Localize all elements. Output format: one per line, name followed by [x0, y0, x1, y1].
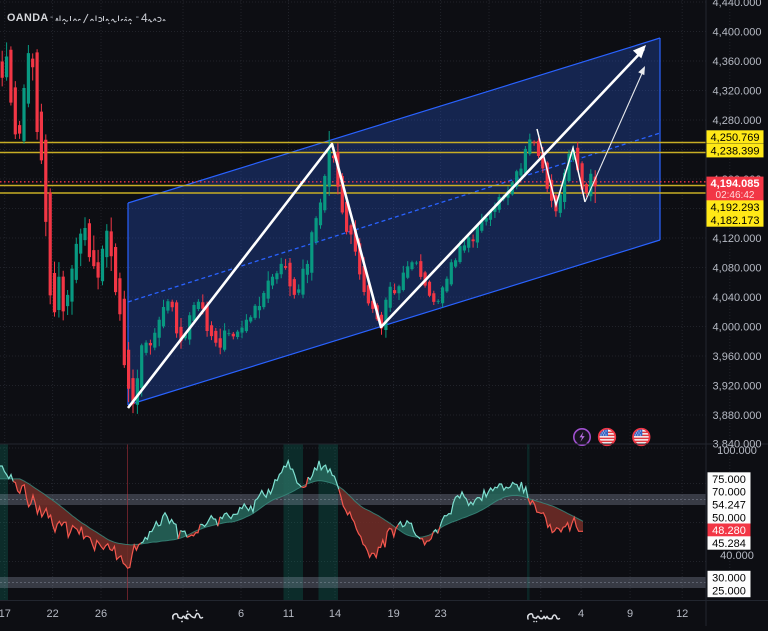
svg-text:-: -	[136, 11, 140, 23]
svg-text:4,280.000: 4,280.000	[713, 115, 762, 127]
svg-text:3,960.000: 3,960.000	[713, 351, 762, 363]
svg-text:70.000: 70.000	[712, 487, 746, 499]
svg-text:50.000: 50.000	[712, 512, 746, 524]
svg-text:4,400.000: 4,400.000	[713, 26, 762, 38]
svg-text:4,250.769: 4,250.769	[711, 132, 760, 144]
svg-text:6: 6	[238, 608, 244, 620]
svg-text:3,920.000: 3,920.000	[713, 380, 762, 392]
svg-text:23: 23	[434, 608, 446, 620]
svg-text:-: -	[50, 12, 53, 23]
svg-text:75.000: 75.000	[712, 474, 746, 486]
svg-text:4,360.000: 4,360.000	[713, 56, 762, 68]
svg-text:4,194.085: 4,194.085	[711, 178, 760, 190]
svg-text:4,440.000: 4,440.000	[713, 0, 762, 9]
svg-text:3,880.000: 3,880.000	[713, 410, 762, 422]
svg-text:9: 9	[627, 608, 633, 620]
svg-text:14: 14	[329, 608, 341, 620]
svg-text:4,040.000: 4,040.000	[713, 292, 762, 304]
svg-text:25.000: 25.000	[712, 585, 746, 597]
svg-text:11: 11	[283, 608, 294, 620]
svg-text:4,238.399: 4,238.399	[711, 146, 760, 158]
svg-text:4,182.173: 4,182.173	[711, 215, 760, 227]
svg-text:4,080.000: 4,080.000	[713, 262, 762, 274]
svg-text:OANDA: OANDA	[7, 12, 49, 24]
svg-text:30.000: 30.000	[712, 572, 746, 584]
svg-text:4,320.000: 4,320.000	[713, 85, 762, 97]
svg-text:40.000: 40.000	[720, 550, 754, 562]
svg-text:02:46:42: 02:46:42	[716, 190, 755, 201]
svg-text:4: 4	[578, 608, 584, 620]
svg-text:48.280: 48.280	[712, 525, 746, 537]
svg-text:4,120.000: 4,120.000	[713, 233, 762, 245]
svg-text:54.247: 54.247	[712, 500, 746, 512]
svg-text:3,840.000: 3,840.000	[713, 438, 762, 450]
svg-text:4,000.000: 4,000.000	[713, 321, 762, 333]
svg-text:12: 12	[676, 608, 688, 620]
svg-text:45.284: 45.284	[712, 538, 746, 550]
svg-text:22: 22	[46, 608, 58, 620]
svg-text:100.000: 100.000	[717, 445, 757, 457]
svg-text:19: 19	[387, 608, 399, 620]
svg-text:17: 17	[0, 608, 11, 620]
svg-text:4: 4	[141, 11, 148, 25]
svg-text:26: 26	[95, 608, 107, 620]
svg-text:4,192.293: 4,192.293	[711, 202, 760, 214]
